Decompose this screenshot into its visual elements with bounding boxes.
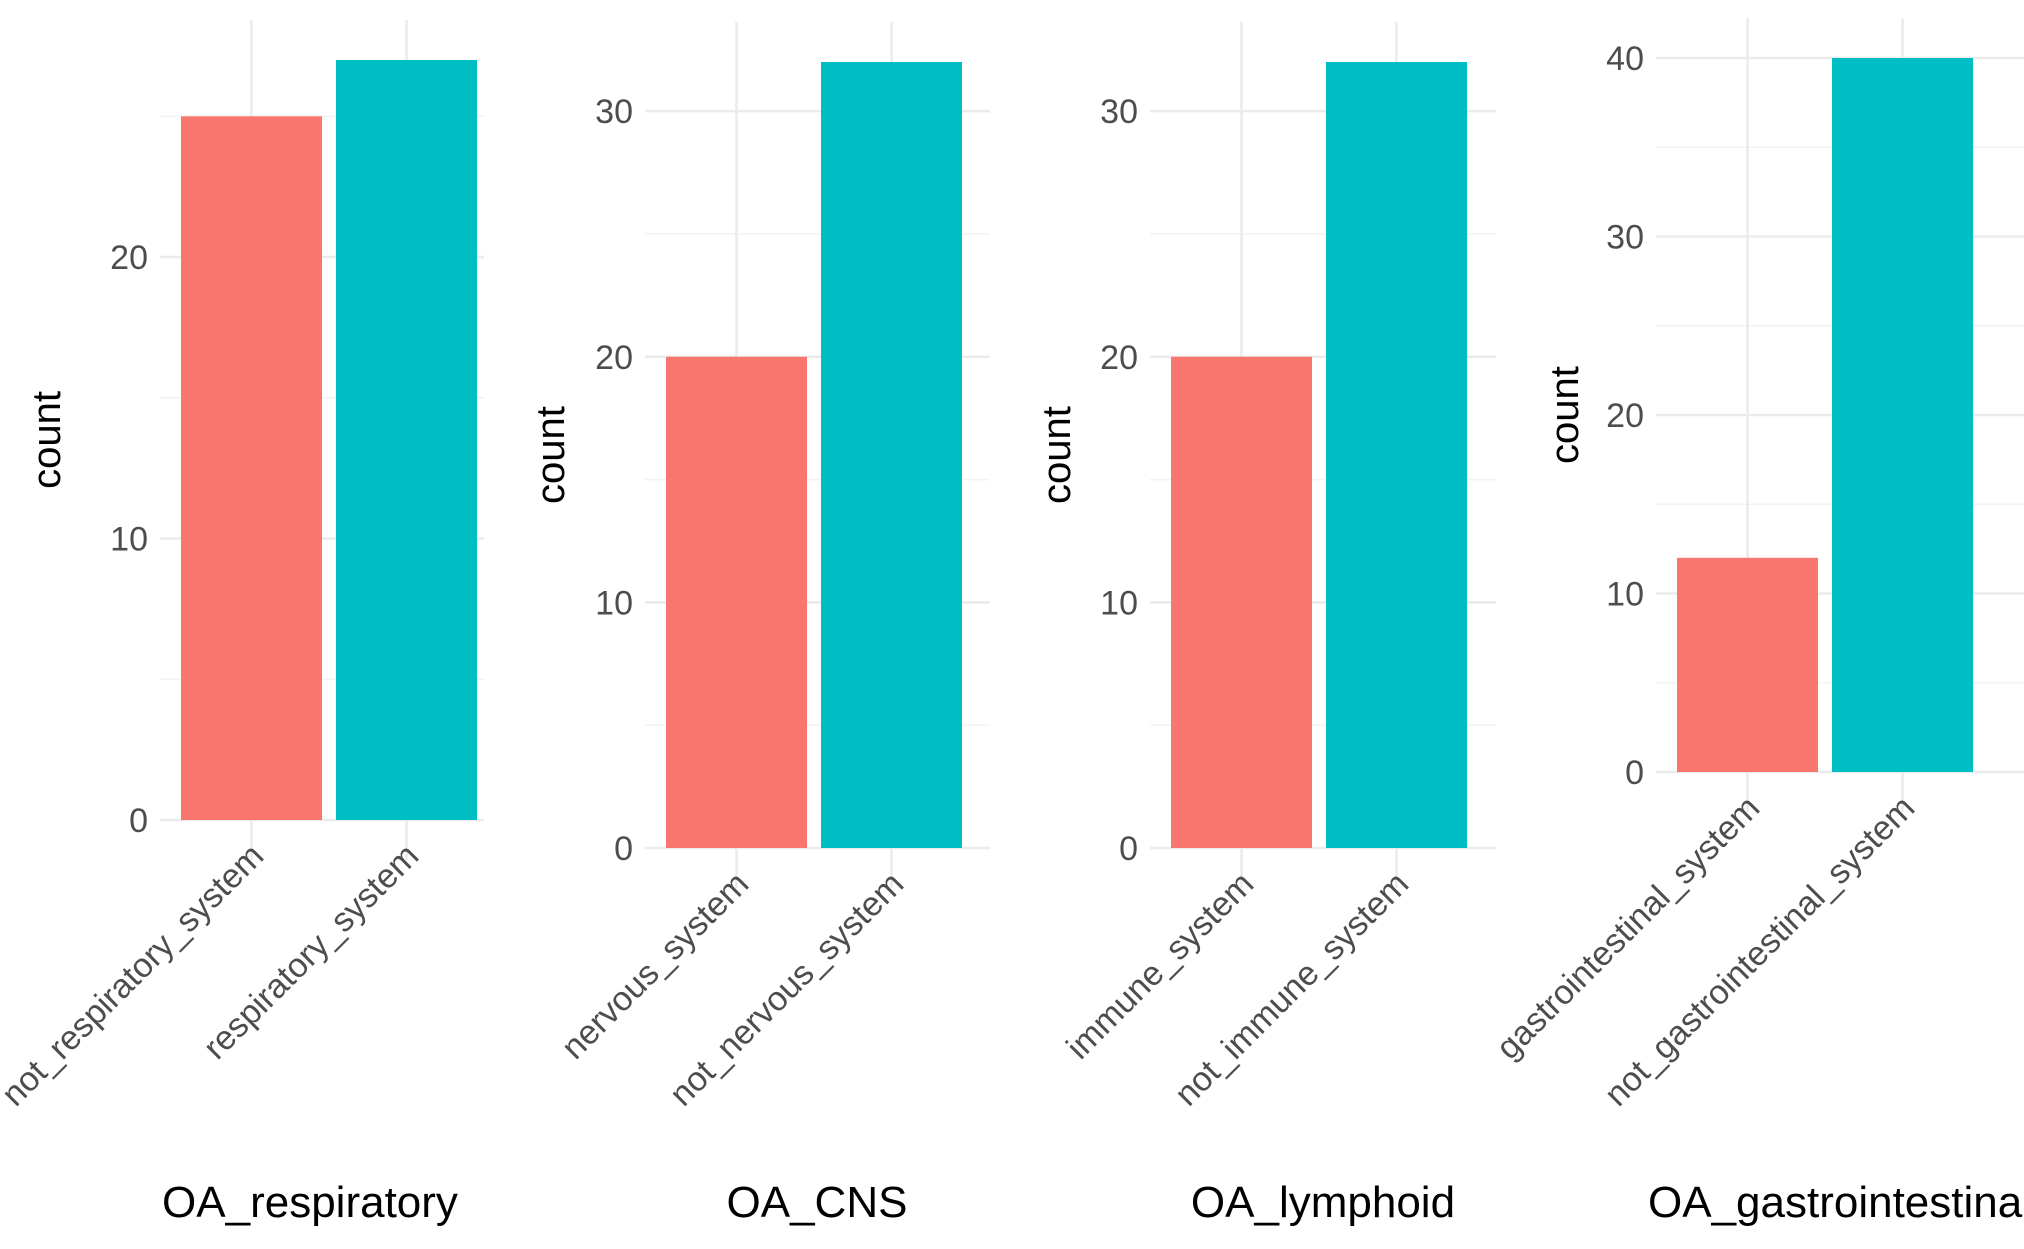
bar-not-gastrointestinal-system <box>1832 58 1973 772</box>
y-tick-label: 10 <box>1606 576 1644 614</box>
y-tick-label: 40 <box>1606 40 1644 78</box>
y-tick-label: 0 <box>1119 830 1138 868</box>
y-tick-label: 0 <box>614 830 633 868</box>
y-tick-label: 20 <box>1100 339 1138 377</box>
y-tick-label: 30 <box>1100 93 1138 131</box>
y-axis-title: count <box>1543 366 1587 464</box>
y-tick-label: 30 <box>1606 219 1644 257</box>
y-tick-label: 20 <box>1606 397 1644 435</box>
x-axis-title: OA_respiratory <box>162 1178 458 1227</box>
x-tick-label: not_respiratory_system <box>0 837 271 1114</box>
y-tick-label: 0 <box>1625 754 1644 792</box>
chart-panel-1: 01020not_respiratory_systemrespiratory_s… <box>0 20 484 1227</box>
chart-panel-3: 0102030immune_systemnot_immune_systemcou… <box>1035 22 1496 1227</box>
x-tick-label: not_gastrointestinal_system <box>1597 789 1922 1114</box>
bar-not-nervous-system <box>821 62 962 848</box>
bar-not-respiratory-system <box>181 116 322 821</box>
bar-not-immune-system <box>1326 62 1467 848</box>
y-tick-label: 10 <box>110 521 148 559</box>
y-tick-label: 20 <box>595 339 633 377</box>
x-axis-title: OA_CNS <box>727 1178 908 1227</box>
y-axis-title: count <box>25 391 69 489</box>
y-tick-label: 0 <box>129 802 148 840</box>
bar-gastrointestinal-system <box>1677 557 1818 772</box>
y-tick-label: 20 <box>110 239 148 277</box>
y-axis-title: count <box>529 406 573 504</box>
y-tick-label: 30 <box>595 93 633 131</box>
y-tick-label: 10 <box>595 584 633 622</box>
y-tick-label: 10 <box>1100 584 1138 622</box>
x-axis-title: OA_lymphoid <box>1191 1178 1455 1227</box>
chart-panel-4: 0 10 20 30 40 gastrointestinal_systemnot_gast… <box>1489 18 2024 1227</box>
chart-panel-2: 0102030nervous_systemnot_nervous_systemc… <box>529 22 990 1227</box>
bar-immune-system <box>1171 356 1312 848</box>
bar-respiratory-system <box>336 60 477 820</box>
x-tick-label: gastrointestinal_system <box>1489 789 1767 1067</box>
x-axis-title: OA_gastrointestinal <box>1648 1178 2024 1227</box>
bar-nervous-system <box>666 356 807 848</box>
y-axis-title: count <box>1035 406 1079 504</box>
